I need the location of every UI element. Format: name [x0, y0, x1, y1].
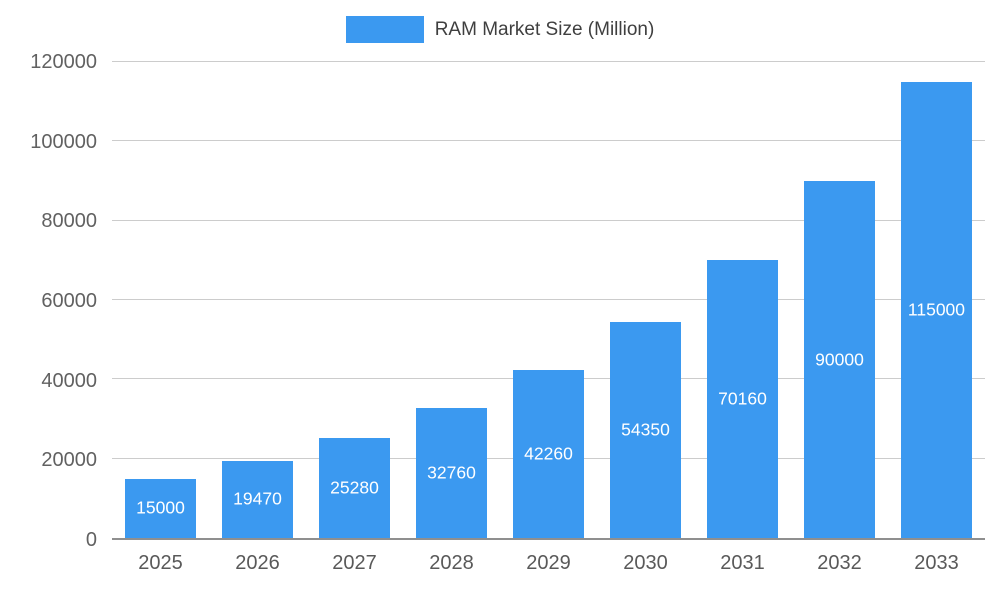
gridline: [112, 61, 985, 62]
bar-slot: 54350: [597, 62, 694, 538]
bar-slot: 25280: [306, 62, 403, 538]
bar: 15000: [125, 478, 196, 538]
x-tick-label: 2033: [914, 552, 959, 574]
bar-slot: 90000: [791, 62, 888, 538]
x-tick-label: 2030: [623, 552, 668, 574]
y-tick-label: 80000: [41, 210, 97, 233]
x-tick-label: 2031: [720, 552, 765, 574]
bar: 19470: [222, 460, 293, 538]
bar-value-label: 115000: [907, 299, 966, 320]
legend-swatch-icon: [345, 16, 424, 43]
x-tick-label: 2027: [332, 552, 377, 574]
gridline: [112, 299, 985, 300]
bar-slot: 15000: [112, 62, 209, 538]
bar: 115000: [901, 81, 972, 538]
bar-slot: 42260: [500, 62, 597, 538]
y-tick-label: 20000: [41, 449, 97, 472]
x-tick-label: 2028: [429, 552, 474, 574]
gridline: [112, 219, 985, 221]
bar: 25280: [319, 437, 390, 538]
y-axis: 0 20000 40000 60000 80000 100000 120000: [0, 52, 97, 550]
y-tick-label: 0: [85, 529, 97, 551]
bar: 70160: [707, 259, 778, 538]
gridline: [112, 140, 985, 142]
legend-label: RAM Market Size (Million): [434, 18, 655, 40]
bar-slot: 32760: [403, 62, 500, 538]
bar-value-label: 19470: [233, 488, 282, 509]
bar-series: 15000 19470 25280 32760 42260 54350 70160 90000…: [112, 62, 985, 538]
bar: 54350: [610, 322, 681, 538]
bar: 42260: [513, 370, 584, 538]
bar-value-label: 32760: [427, 462, 476, 483]
bar-slot: 70160: [694, 62, 791, 538]
bar-value-label: 70160: [718, 388, 767, 409]
y-tick-label: 120000: [30, 51, 97, 73]
x-tick-label: 2032: [817, 552, 862, 574]
bar-slot: 19470: [209, 62, 306, 538]
bar-value-label: 25280: [330, 477, 379, 498]
chart-legend: RAM Market Size (Million): [0, 16, 1000, 43]
y-tick-label: 60000: [41, 290, 97, 312]
y-tick-label: 40000: [41, 369, 97, 392]
bar-slot: 115000: [888, 62, 985, 538]
bar-value-label: 15000: [136, 497, 185, 518]
x-axis: 2025 2026 2027 2028 2029 2030 2031 2032 2033: [112, 552, 985, 575]
plot-area: 15000 19470 25280 32760 42260 54350 70160 90000…: [112, 61, 985, 540]
x-tick-label: 2029: [526, 552, 571, 574]
bar-value-label: 90000: [815, 349, 864, 369]
x-tick-label: 2026: [235, 552, 280, 574]
bar-value-label: 42260: [524, 443, 573, 464]
bar-value-label: 54350: [621, 419, 670, 440]
x-tick-label: 2025: [138, 552, 183, 574]
bar: 32760: [416, 408, 487, 538]
bar: 90000: [804, 181, 875, 538]
y-tick-label: 100000: [30, 130, 97, 153]
